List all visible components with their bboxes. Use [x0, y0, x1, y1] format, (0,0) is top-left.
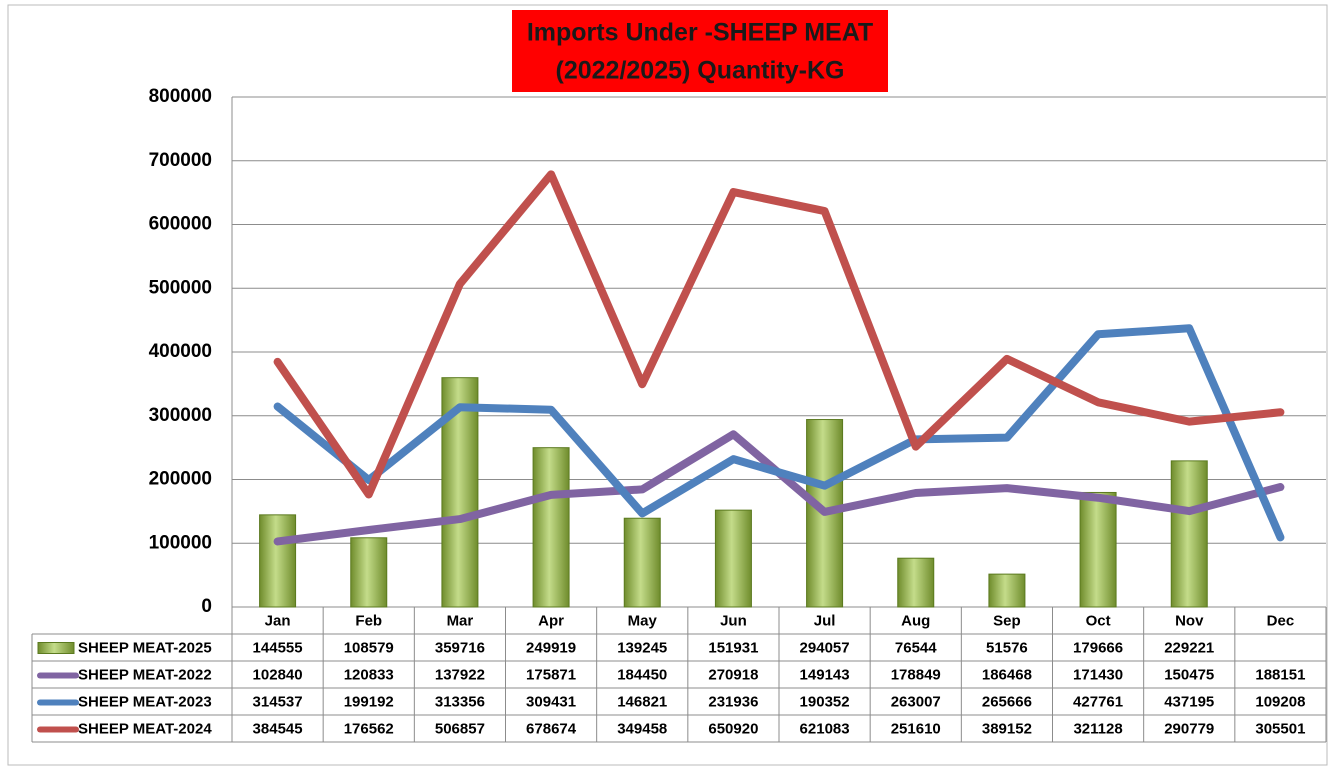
table-value: 231936	[708, 693, 758, 710]
table-value: 51576	[986, 639, 1028, 656]
x-tick-label: Dec	[1267, 612, 1295, 629]
table-value: 389152	[982, 720, 1032, 737]
table-value: 678674	[526, 720, 577, 737]
table-value: 349458	[617, 720, 667, 737]
table-value: 263007	[891, 693, 941, 710]
bar	[623, 517, 661, 608]
x-tick-label: Aug	[901, 612, 930, 629]
legend-label: SHEEP MEAT-2022	[78, 666, 212, 683]
line-series	[273, 430, 1285, 546]
table-value: 650920	[708, 720, 758, 737]
legend-label: SHEEP MEAT-2023	[78, 693, 212, 710]
bar	[1079, 491, 1117, 608]
legend-label: SHEEP MEAT-2024	[78, 720, 212, 737]
y-tick-label: 200000	[149, 469, 212, 490]
y-tick-label: 400000	[149, 341, 212, 362]
chart-border	[7, 4, 1328, 766]
line-series	[273, 324, 1285, 542]
table-value: 294057	[800, 639, 850, 656]
bar	[714, 509, 752, 608]
table-value: 199192	[344, 693, 394, 710]
x-tick-label: Jun	[720, 612, 747, 629]
table-value: 621083	[800, 720, 850, 737]
table-value: 179666	[1073, 639, 1123, 656]
table-value: 321128	[1073, 720, 1122, 737]
table-value: 359716	[435, 639, 485, 656]
table-value: 120833	[344, 666, 394, 683]
table-value: 186468	[982, 666, 1032, 683]
x-tick-label: Sep	[993, 612, 1021, 629]
x-tick-label: Jan	[265, 612, 291, 629]
table-value: 249919	[526, 639, 576, 656]
bar	[350, 537, 388, 608]
table-value: 190352	[800, 693, 850, 710]
table-value: 137922	[435, 666, 485, 683]
bar	[1170, 460, 1208, 608]
y-tick-label: 700000	[149, 150, 212, 171]
table-value: 270918	[708, 666, 758, 683]
y-tick-label: 600000	[149, 214, 212, 235]
table-value: 314537	[253, 693, 303, 710]
table-value: 184450	[617, 666, 667, 683]
y-tick-label: 300000	[149, 405, 212, 426]
y-tick-label: 500000	[149, 277, 212, 298]
x-tick-label: May	[628, 612, 658, 629]
table-value: 149143	[800, 666, 850, 683]
legend-key	[37, 642, 75, 654]
table-value: 109208	[1255, 693, 1305, 710]
table-value: 150475	[1164, 666, 1214, 683]
bar	[532, 447, 570, 608]
x-tick-label: Feb	[355, 612, 382, 629]
chart-title: Imports Under -SHEEP MEAT	[527, 19, 873, 47]
x-tick-label: Mar	[447, 612, 474, 629]
table-value: 139245	[617, 639, 667, 656]
y-tick-label: 100000	[149, 532, 212, 553]
table-value: 290779	[1164, 720, 1214, 737]
table-value: 146821	[617, 693, 667, 710]
table-value: 151931	[708, 639, 758, 656]
x-tick-label: Apr	[538, 612, 564, 629]
x-tick-label: Nov	[1175, 612, 1204, 629]
table-value: 188151	[1255, 666, 1305, 683]
bar	[988, 573, 1026, 608]
table-value: 313356	[435, 693, 485, 710]
table-value: 171430	[1073, 666, 1123, 683]
table-value: 309431	[526, 693, 576, 710]
title-box	[512, 10, 888, 92]
table-value: 102840	[253, 666, 303, 683]
line-series	[273, 170, 1285, 499]
y-tick-label: 0	[201, 596, 212, 617]
table-value: 175871	[526, 666, 576, 683]
table-value: 229221	[1164, 639, 1214, 656]
table-value: 144555	[253, 639, 303, 656]
table-value: 265666	[982, 693, 1032, 710]
table-value: 108579	[344, 639, 394, 656]
table-value: 176562	[344, 720, 394, 737]
table-value: 437195	[1164, 693, 1214, 710]
chart-title: (2022/2025) Quantity-KG	[556, 57, 845, 85]
x-tick-label: Oct	[1086, 612, 1111, 629]
table-value: 506857	[435, 720, 485, 737]
table-value: 305501	[1255, 720, 1305, 737]
table-value: 76544	[895, 639, 937, 656]
x-tick-label: Jul	[814, 612, 836, 629]
bar	[897, 557, 935, 608]
table-value: 384545	[253, 720, 303, 737]
y-tick-label: 800000	[149, 86, 212, 107]
legend-label: SHEEP MEAT-2025	[78, 639, 212, 656]
table-value: 427761	[1073, 693, 1123, 710]
table-value: 251610	[891, 720, 941, 737]
bar	[259, 514, 297, 608]
table-value: 178849	[891, 666, 941, 683]
